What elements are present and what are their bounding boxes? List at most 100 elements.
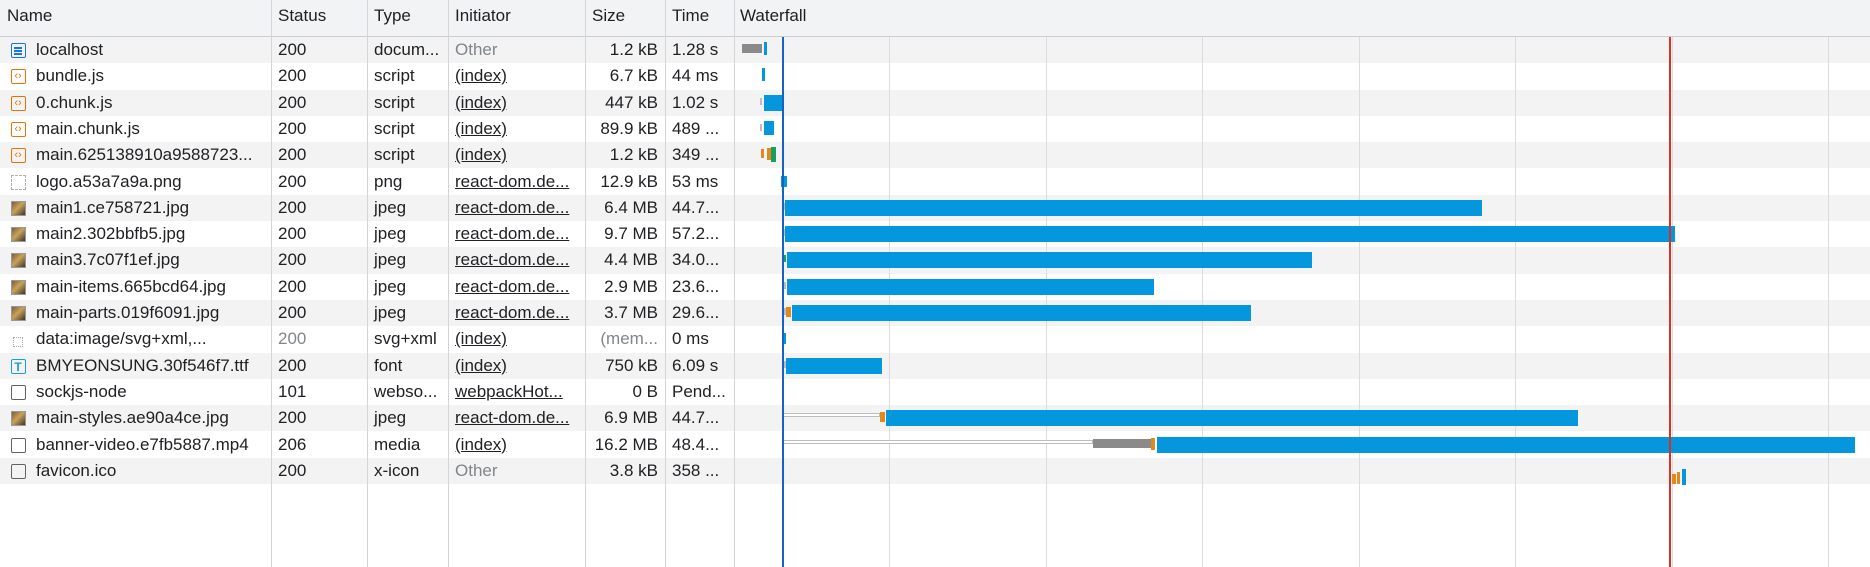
photo-icon [11,279,26,295]
request-initiator[interactable]: react-dom.de... [455,408,570,428]
favicon-icon [11,463,26,479]
column-divider[interactable] [734,0,735,567]
table-row[interactable]: main2.302bbfb5.jpg 200 jpeg react-dom.de...… [0,221,1870,247]
request-initiator: Other [455,460,498,480]
request-time: 53 ms [672,171,719,191]
request-initiator[interactable]: react-dom.de... [455,276,570,296]
request-name[interactable]: main.625138910a9588723... [36,145,253,165]
photo-icon [11,306,26,321]
request-initiator[interactable]: react-dom.de... [455,197,570,217]
column-divider[interactable] [271,0,272,567]
waterfall-gridline [1672,37,1673,567]
request-initiator[interactable]: (index) [455,145,507,165]
request-initiator[interactable]: (index) [455,92,507,112]
request-name[interactable]: 0.chunk.js [36,92,113,112]
request-size: 3.7 MB [604,303,658,322]
table-header: Name Status Type Initiator Size Time Wat… [0,0,1870,37]
request-initiator[interactable]: react-dom.de... [455,171,570,191]
request-time: 44.7... [672,408,720,428]
request-initiator[interactable]: webpackHot... [455,381,563,401]
request-type: jpeg [374,276,407,296]
request-initiator[interactable]: (index) [455,329,507,349]
request-name[interactable]: main2.302bbfb5.jpg [36,224,186,244]
request-type: jpeg [374,303,407,322]
request-name[interactable]: logo.a53a7a9a.png [36,171,182,191]
request-size: 6.9 MB [604,408,658,428]
table-row[interactable]: main-items.665bcd64.jpg 200 jpeg react-dom.… [0,274,1870,300]
request-name[interactable]: main-items.665bcd64.jpg [36,276,226,296]
request-status: 200 [278,408,307,428]
table-row[interactable]: bundle.js 200 script (index) 6.7 kB 44 ms [0,63,1870,89]
request-type: jpeg [374,250,407,270]
request-name[interactable]: favicon.ico [36,460,117,480]
request-initiator: Other [455,40,498,59]
photo-icon [11,227,26,243]
request-name[interactable]: main-styles.ae90a4ce.jpg [36,408,229,428]
table-row[interactable]: main.chunk.js 200 script (index) 89.9 kB 489 … [0,116,1870,142]
column-header-waterfall[interactable]: Waterfall [740,6,807,25]
request-size: 6.7 kB [609,66,658,86]
column-header-name[interactable]: Name [7,6,53,25]
request-name[interactable]: main-parts.019f6091.jpg [36,303,220,322]
table-row[interactable]: main3.7c07f1ef.jpg 200 jpeg react-dom.de...… [0,247,1870,274]
request-type: png [374,171,403,191]
request-time: 1.02 s [672,92,719,112]
script-icon [11,117,26,141]
request-name[interactable]: localhost [36,40,104,59]
request-time: Pend... [672,381,726,401]
table-row[interactable]: banner-video.e7fb5887.mp4 206 media (index)… [0,432,1870,458]
table-row[interactable]: main-parts.019f6091.jpg 200 jpeg react-dom.… [0,300,1870,327]
request-status: 200 [278,197,307,217]
table-row[interactable]: main1.ce758721.jpg 200 jpeg react-dom.de...… [0,194,1870,222]
request-time: 1.28 s [672,40,719,59]
table-row[interactable]: main-styles.ae90a4ce.jpg 200 jpeg react-dom… [0,405,1870,432]
table-row[interactable]: 0.chunk.js 200 script (index) 447 kB 1.02 s [0,89,1870,116]
request-status: 200 [278,66,307,86]
table-row[interactable]: data:image/svg+xml,... 200 svg+xml (index) (… [0,326,1870,352]
request-name[interactable]: main.chunk.js [36,118,140,138]
photo-icon [11,200,26,216]
request-status: 206 [278,434,307,454]
column-divider[interactable] [367,0,368,567]
request-time: 57.2... [672,224,720,244]
request-initiator[interactable]: react-dom.de... [455,303,570,322]
request-initiator[interactable]: (index) [455,118,507,138]
request-type: jpeg [374,224,407,244]
column-divider[interactable] [448,0,449,567]
request-type: script [374,118,415,138]
column-header-type[interactable]: Type [374,6,411,25]
photo-icon [11,411,26,427]
request-initiator[interactable]: (index) [455,355,507,375]
document-icon [11,43,26,58]
column-header-size[interactable]: Size [592,6,626,25]
request-type: docum... [374,40,440,59]
waterfall-gridline [1828,37,1829,567]
request-name[interactable]: main1.ce758721.jpg [36,197,190,217]
column-header-initiator[interactable]: Initiator [455,6,511,25]
request-name[interactable]: bundle.js [36,66,105,86]
request-initiator[interactable]: (index) [455,434,507,454]
column-divider[interactable] [585,0,586,567]
request-name[interactable]: main3.7c07f1ef.jpg [36,250,180,270]
table-row[interactable]: BMYEONSUNG.30f546f7.ttf 200 font (index) 750… [0,352,1870,379]
column-divider[interactable] [665,0,666,567]
column-header-time[interactable]: Time [672,6,710,25]
request-size: 447 kB [605,92,658,112]
request-size: 16.2 MB [594,434,658,454]
table-row[interactable]: localhost 200 docum... Other 1.2 kB 1.28 s [0,37,1870,64]
request-name[interactable]: banner-video.e7fb5887.mp4 [36,434,249,454]
svg-icon [13,337,23,348]
table-row[interactable]: favicon.ico 200 x-icon Other 3.8 kB 358 ... [0,457,1870,485]
request-name[interactable]: data:image/svg+xml,... [36,329,207,349]
request-name[interactable]: BMYEONSUNG.30f546f7.ttf [36,355,249,375]
request-initiator[interactable]: react-dom.de... [455,250,570,270]
column-header-status[interactable]: Status [278,6,327,25]
request-time: 0 ms [672,329,709,349]
table-row[interactable]: main.625138910a9588723... 200 script (index… [0,142,1870,169]
request-initiator[interactable]: react-dom.de... [455,224,570,244]
table-row[interactable]: logo.a53a7a9a.png 200 png react-dom.de... 12… [0,169,1870,195]
request-initiator[interactable]: (index) [455,66,507,86]
table-row[interactable]: sockjs-node 101 webso... webpackHot... 0 B Pe… [0,379,1870,405]
request-name[interactable]: sockjs-node [36,381,127,401]
request-time: 358 ... [672,460,720,480]
